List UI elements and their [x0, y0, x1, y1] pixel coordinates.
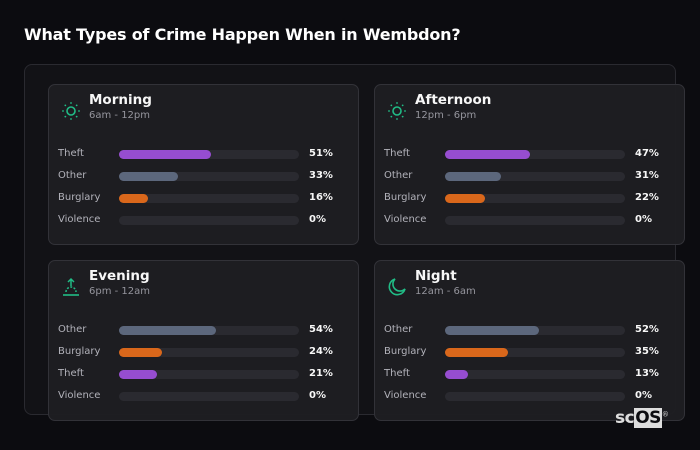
bar-label: Violence [58, 214, 101, 225]
bar-row: Other 31% [384, 169, 674, 183]
bar-label: Burglary [384, 346, 427, 357]
bar-label: Violence [384, 390, 427, 401]
scos-logo: scOS® [615, 408, 669, 428]
bar-fill [119, 150, 211, 159]
bar-label: Burglary [58, 346, 101, 357]
bar-label: Other [384, 170, 413, 181]
bar-value: 0% [635, 390, 652, 401]
bar-value: 0% [309, 390, 326, 401]
bar-row: Burglary 22% [384, 191, 674, 205]
logo-registered: ® [661, 410, 669, 419]
bar-fill [119, 172, 179, 181]
bar-track [445, 216, 625, 225]
bar-label: Violence [58, 390, 101, 401]
bar-value: 21% [309, 368, 333, 379]
bar-label: Theft [58, 368, 84, 379]
bar-fill [445, 326, 539, 335]
card-afternoon: Afternoon 12pm - 6pm Theft 47% Other 31%… [374, 84, 685, 245]
bar-track [445, 150, 625, 159]
sun-icon [61, 101, 81, 121]
bar-value: 31% [635, 170, 659, 181]
bar-row: Theft 47% [384, 147, 674, 161]
bar-label: Theft [58, 148, 84, 159]
bar-track [119, 392, 299, 401]
bar-track [119, 150, 299, 159]
bar-value: 16% [309, 192, 333, 203]
bar-row: Violence 0% [384, 389, 674, 403]
bar-fill [119, 348, 163, 357]
bar-row: Other 33% [58, 169, 348, 183]
card-title: Afternoon [415, 92, 492, 108]
bar-row: Burglary 35% [384, 345, 674, 359]
card-title: Night [415, 268, 457, 284]
bar-fill [119, 370, 157, 379]
bar-row: Theft 21% [58, 367, 348, 381]
bar-row: Burglary 16% [58, 191, 348, 205]
bar-value: 33% [309, 170, 333, 181]
bar-value: 22% [635, 192, 659, 203]
card-title: Morning [89, 92, 152, 108]
card-subtitle: 6pm - 12am [89, 286, 151, 297]
bar-fill [445, 172, 501, 181]
bar-row: Violence 0% [58, 213, 348, 227]
card-subtitle: 12am - 6am [415, 286, 476, 297]
bar-fill [445, 194, 485, 203]
logo-text-box: OS [634, 408, 662, 428]
bar-row: Other 52% [384, 323, 674, 337]
bar-label: Other [58, 170, 87, 181]
card-morning: Morning 6am - 12pm Theft 51% Other 33% B… [48, 84, 359, 245]
card-title: Evening [89, 268, 150, 284]
bar-track [119, 326, 299, 335]
bar-value: 35% [635, 346, 659, 357]
bar-row: Other 54% [58, 323, 348, 337]
bar-label: Theft [384, 148, 410, 159]
logo-text: sc [615, 408, 635, 428]
bar-value: 52% [635, 324, 659, 335]
bar-track [445, 194, 625, 203]
bar-row: Theft 13% [384, 367, 674, 381]
card-night: Night 12am - 6am Other 52% Burglary 35% … [374, 260, 685, 421]
bar-row: Violence 0% [58, 389, 348, 403]
bar-label: Burglary [58, 192, 101, 203]
bar-value: 51% [309, 148, 333, 159]
bar-value: 0% [309, 214, 326, 225]
bar-track [119, 194, 299, 203]
bar-value: 0% [635, 214, 652, 225]
card-subtitle: 12pm - 6pm [415, 110, 477, 121]
bar-track [119, 216, 299, 225]
bar-value: 13% [635, 368, 659, 379]
bar-track [119, 172, 299, 181]
bar-track [445, 348, 625, 357]
bar-label: Theft [384, 368, 410, 379]
bar-fill [119, 194, 148, 203]
bar-value: 54% [309, 324, 333, 335]
card-subtitle: 6am - 12pm [89, 110, 151, 121]
bar-fill [445, 150, 530, 159]
moon-icon [387, 277, 407, 297]
bar-track [445, 172, 625, 181]
bar-row: Burglary 24% [58, 345, 348, 359]
bar-fill [445, 370, 469, 379]
bar-track [445, 392, 625, 401]
bar-value: 47% [635, 148, 659, 159]
bar-fill [445, 348, 508, 357]
bar-track [445, 370, 625, 379]
bar-track [445, 326, 625, 335]
bar-label: Other [384, 324, 413, 335]
bar-row: Violence 0% [384, 213, 674, 227]
bar-label: Burglary [384, 192, 427, 203]
page-title: What Types of Crime Happen When in Wembd… [24, 25, 461, 44]
bar-fill [119, 326, 217, 335]
sun-icon [387, 101, 407, 121]
bar-label: Violence [384, 214, 427, 225]
bar-row: Theft 51% [58, 147, 348, 161]
bar-track [119, 348, 299, 357]
bar-track [119, 370, 299, 379]
bar-label: Other [58, 324, 87, 335]
bar-value: 24% [309, 346, 333, 357]
sunset-icon [61, 277, 81, 297]
card-evening: Evening 6pm - 12am Other 54% Burglary 24… [48, 260, 359, 421]
